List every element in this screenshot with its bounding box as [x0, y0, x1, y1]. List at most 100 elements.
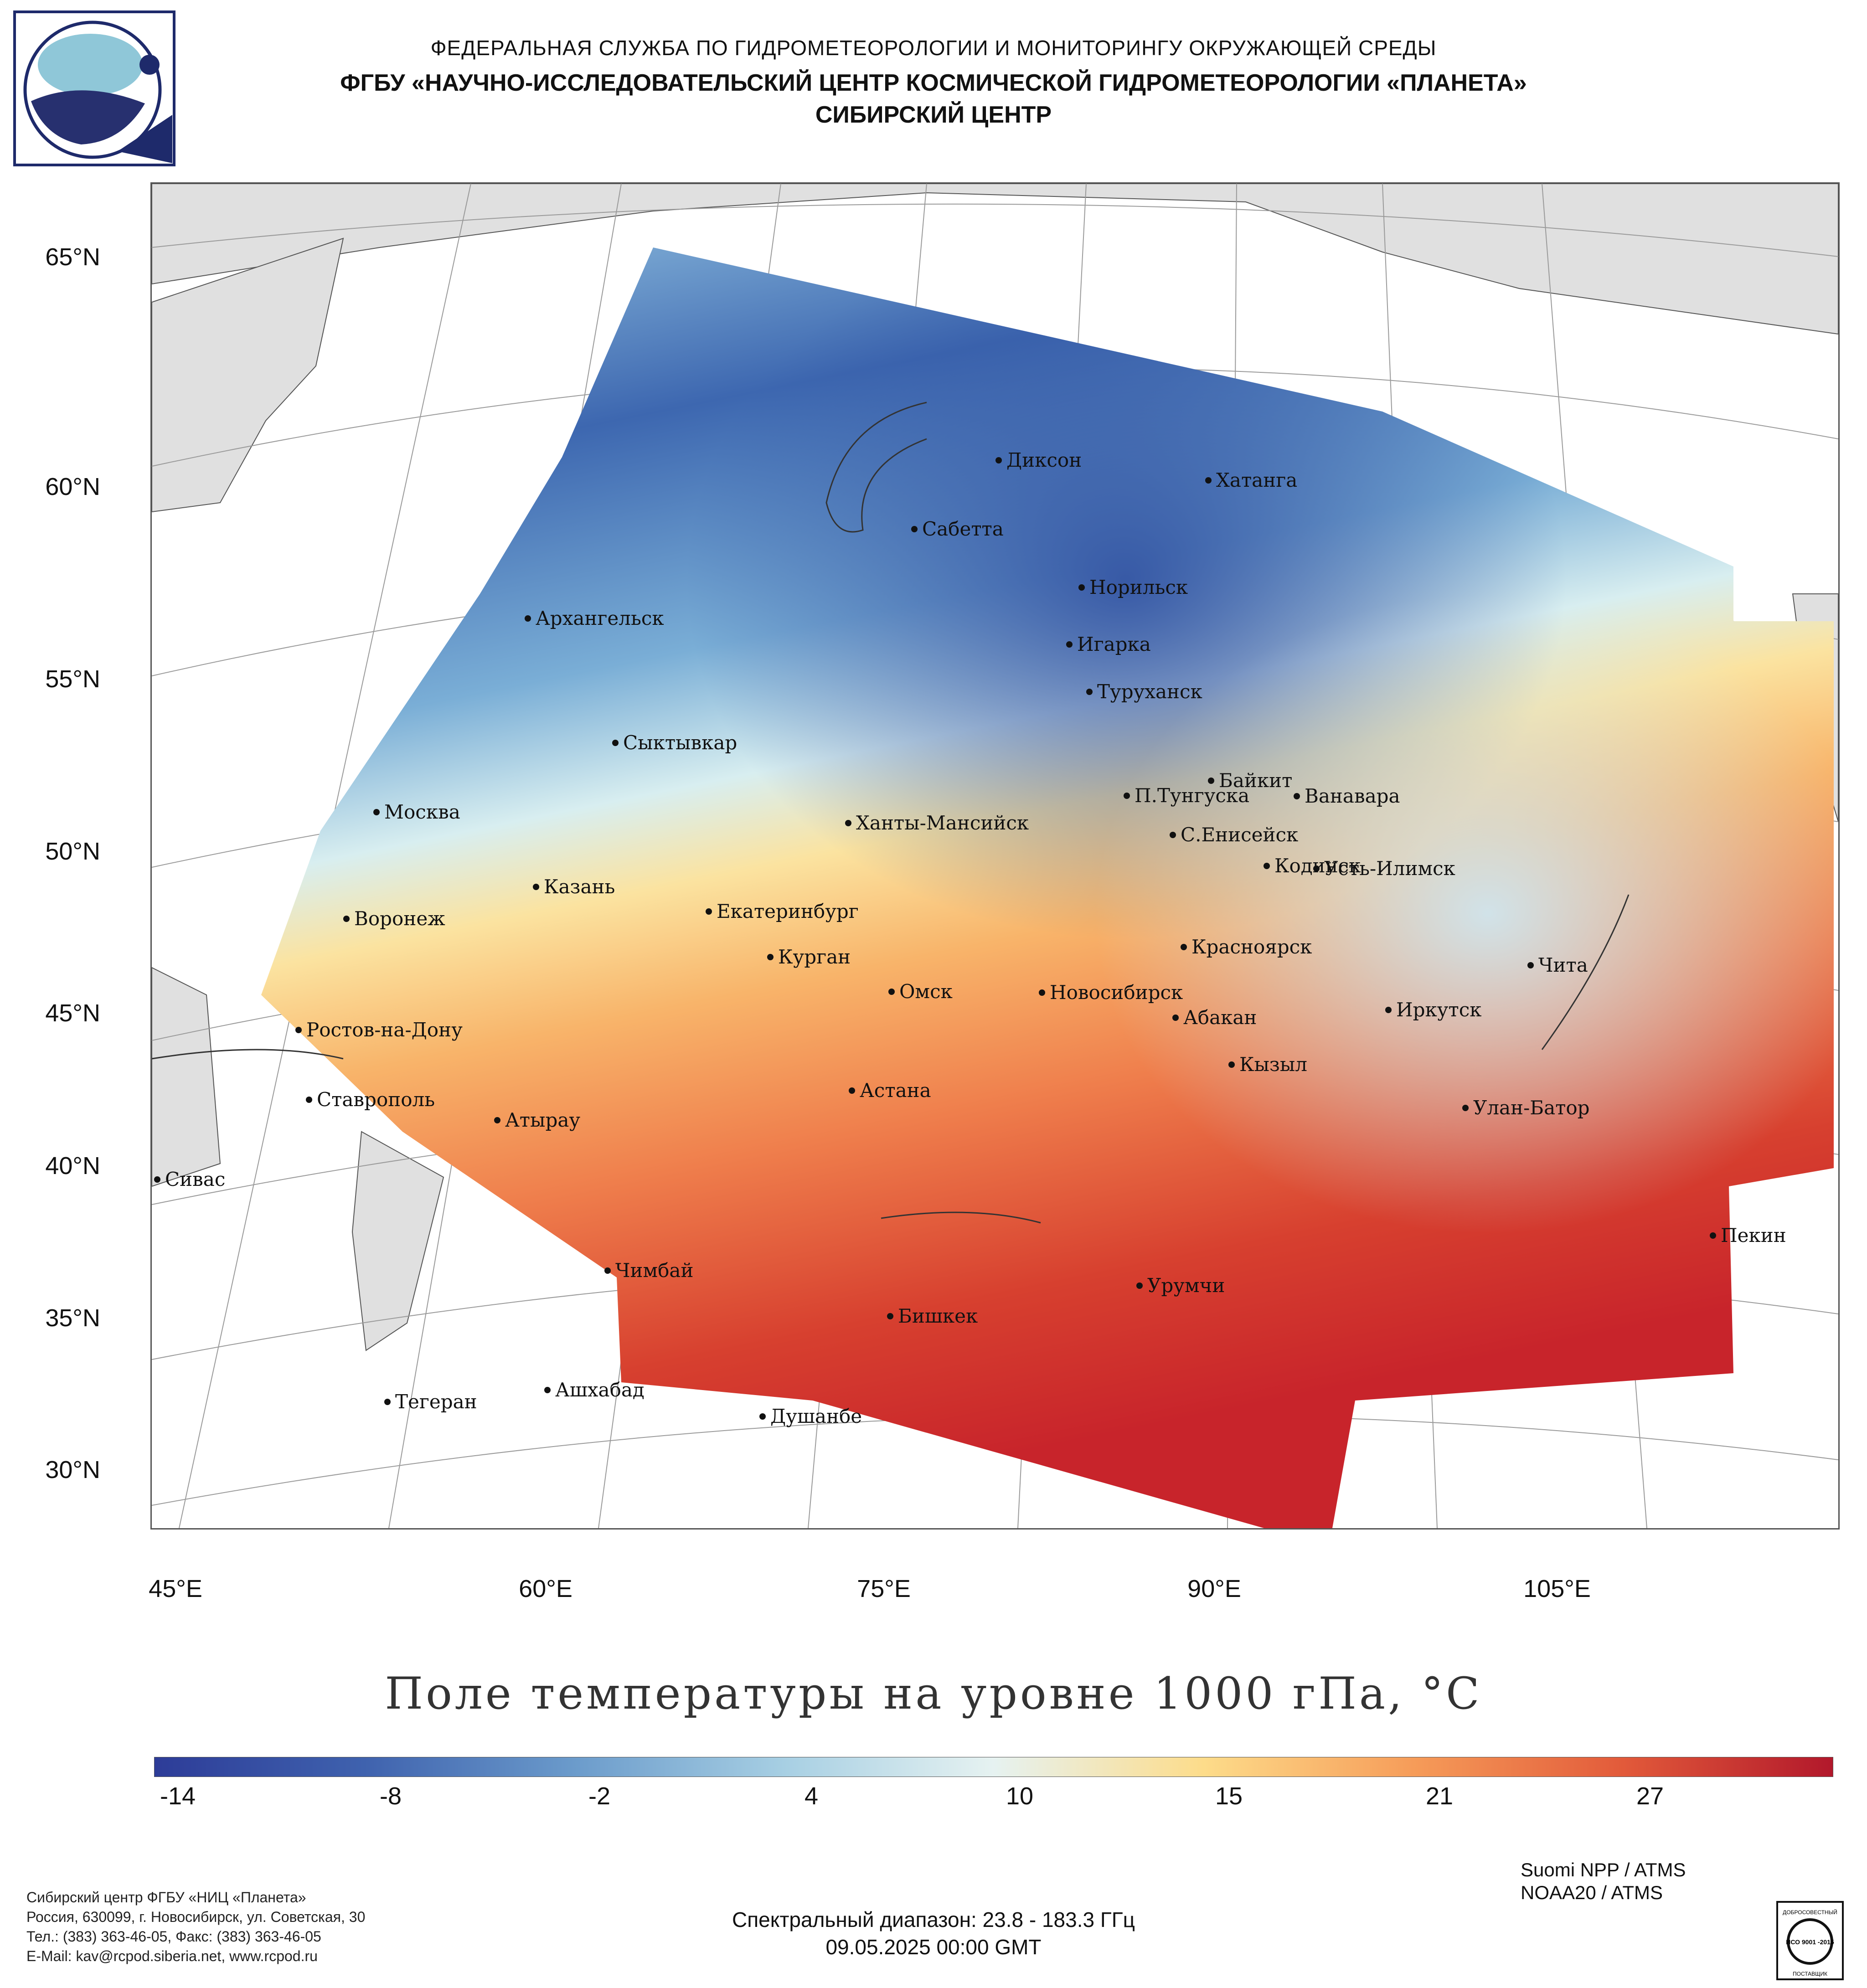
lat-label-45: 45°N — [45, 999, 100, 1027]
svg-text:Кодинск: Кодинск — [1274, 855, 1361, 877]
city-tehran: Тегеран — [384, 1391, 477, 1413]
svg-text:Чита: Чита — [1538, 954, 1588, 976]
city-rostov-na-donu: Ростов-на-Дону — [295, 1019, 463, 1041]
colorbar-tick: 27 — [1636, 1782, 1664, 1810]
city-syktyvkar: Сыктывкар — [612, 731, 737, 754]
caspian-west-land — [351, 1131, 444, 1351]
city-kyzyl: Кызыл — [1228, 1053, 1307, 1076]
city-markers: Диксон Хатанга Сабетта Норильск Архангел… — [154, 449, 1786, 1427]
city-s-yeniseysk: С.Енисейск — [1170, 824, 1298, 846]
svg-text:Казань: Казань — [544, 876, 615, 898]
city-abakan: Абакан — [1172, 1006, 1257, 1029]
city-irkutsk: Иркутск — [1385, 999, 1481, 1021]
contact-line: E-Mail: kav@rcpod.siberia.net, www.rcpod… — [26, 1948, 318, 1964]
svg-text:Сыктывкар: Сыктывкар — [623, 731, 737, 754]
timestamp: 09.05.2025 00:00 GMT — [825, 1935, 1042, 1959]
acquisition-info: Спектральный диапазон: 23.8 - 183.3 ГГц … — [0, 1906, 1867, 1961]
city-krasnoyarsk: Красноярск — [1181, 936, 1312, 958]
city-moscow: Москва — [373, 801, 460, 823]
city-dushanbe: Душанбе — [759, 1405, 862, 1427]
contact-line: Тел.: (383) 363-46-05, Факс: (383) 363-4… — [26, 1928, 321, 1945]
city-stavropol: Ставрополь — [306, 1088, 435, 1111]
lon-label-105: 105°E — [1523, 1575, 1591, 1602]
city-kodinsk: Кодинск — [1264, 855, 1361, 877]
city-p-tunguska: П.Тунгуска — [1124, 784, 1249, 807]
temperature-map: Диксон Хатанга Сабетта Норильск Архангел… — [150, 182, 1840, 1530]
city-chimbay: Чимбай — [604, 1259, 693, 1282]
svg-text:С.Енисейск: С.Енисейск — [1181, 824, 1298, 846]
svg-text:Атырау: Атырау — [505, 1109, 580, 1131]
city-igarka: Игарка — [1066, 633, 1151, 655]
svg-text:Усть-Илимск: Усть-Илимск — [1324, 857, 1455, 880]
svg-text:Омск: Омск — [899, 980, 953, 1003]
city-yekaterinburg: Екатеринбург — [706, 900, 859, 922]
city-kazan: Казань — [533, 876, 615, 898]
svg-text:Сивас: Сивас — [165, 1168, 225, 1190]
svg-text:Норильск: Норильск — [1089, 576, 1188, 598]
svg-text:Абакан: Абакан — [1183, 1006, 1257, 1029]
city-voronezh: Воронеж — [343, 907, 445, 930]
city-khanty-mansiysk: Ханты-Мансийск — [845, 812, 1029, 834]
svg-text:Бишкек: Бишкек — [898, 1305, 978, 1327]
agency-title: ФЕДЕРАЛЬНАЯ СЛУЖБА ПО ГИДРОМЕТЕОРОЛОГИИ … — [430, 36, 1437, 60]
svg-text:Воронеж: Воронеж — [354, 907, 445, 930]
colorbar-tick: -2 — [588, 1782, 610, 1810]
lat-label-30: 30°N — [45, 1456, 100, 1483]
lon-label-45: 45°E — [149, 1575, 202, 1602]
satellite-sources: Suomi NPP / ATMS NOAA20 / ATMS — [1521, 1859, 1686, 1904]
city-dikson: Диксон — [995, 449, 1082, 471]
city-novosibirsk: Новосибирск — [1039, 981, 1183, 1004]
svg-text:ДОБРОСОВЕСТНЫЙ: ДОБРОСОВЕСТНЫЙ — [1783, 1909, 1837, 1916]
city-baikit: Байкит — [1208, 769, 1292, 792]
caucasus-land — [152, 967, 221, 1187]
colorbar-tick: 4 — [804, 1782, 819, 1810]
product-title: Поле температуры на уровне 1000 гПа, °С — [385, 1668, 1482, 1719]
city-omsk: Омск — [888, 980, 953, 1003]
svg-text:Ванавара: Ванавара — [1305, 785, 1400, 807]
city-sivas: Сивас — [154, 1168, 225, 1190]
planeta-logo — [13, 10, 175, 166]
lat-label-35: 35°N — [45, 1304, 100, 1332]
lat-label-55: 55°N — [45, 665, 100, 693]
svg-text:Астана: Астана — [860, 1079, 931, 1102]
satellite-source: Suomi NPP / ATMS — [1521, 1859, 1686, 1880]
colorbar-tick: 15 — [1215, 1782, 1243, 1810]
svg-text:Москва: Москва — [384, 801, 460, 823]
contact-line: Сибирский центр ФГБУ «НИЦ «Планета» — [26, 1889, 306, 1906]
svg-text:Туруханск: Туруханск — [1097, 680, 1202, 703]
city-arkhangelsk: Архангельск — [525, 607, 664, 629]
city-chita: Чита — [1527, 954, 1588, 976]
iso-badge: ДОБРОСОВЕСТНЫЙ ИСО 9001 -2015 ПОСТАВЩИК — [1776, 1901, 1844, 1980]
scandinavia-land — [152, 237, 344, 513]
svg-text:Улан-Батор: Улан-Батор — [1473, 1097, 1590, 1119]
city-urumqi: Урумчи — [1136, 1274, 1225, 1297]
svg-text:ПОСТАВЩИК: ПОСТАВЩИК — [1793, 1971, 1827, 1977]
city-bishkek: Бишкек — [887, 1305, 978, 1327]
svg-text:Тегеран: Тегеран — [395, 1391, 477, 1413]
city-khatanga: Хатанга — [1205, 469, 1297, 491]
colorbar — [154, 1757, 1833, 1777]
svg-text:Ростов-на-Дону: Ростов-на-Дону — [306, 1019, 463, 1041]
svg-text:Курган: Курган — [778, 946, 851, 968]
svg-text:П.Тунгуска: П.Тунгуска — [1135, 784, 1249, 807]
svg-text:Игарка: Игарка — [1077, 633, 1151, 655]
svg-text:Байкит: Байкит — [1219, 769, 1292, 792]
city-beijing: Пекин — [1710, 1224, 1786, 1246]
lon-label-75: 75°E — [857, 1575, 911, 1602]
svg-text:Екатеринбург: Екатеринбург — [717, 900, 859, 922]
svg-text:Диксон: Диксон — [1006, 449, 1082, 471]
city-astana: Астана — [849, 1079, 931, 1102]
city-turukhansk: Туруханск — [1086, 680, 1202, 703]
lat-label-65: 65°N — [45, 243, 100, 271]
city-norilsk: Норильск — [1078, 576, 1188, 598]
svg-text:Кызыл: Кызыл — [1239, 1053, 1307, 1076]
svg-text:Иркутск: Иркутск — [1396, 999, 1481, 1021]
lon-label-60: 60°E — [519, 1575, 572, 1602]
colorbar-tick: -8 — [379, 1782, 402, 1810]
svg-text:Новосибирск: Новосибирск — [1050, 981, 1183, 1004]
city-sabetta: Сабетта — [911, 518, 1004, 540]
city-ulan-bator: Улан-Батор — [1462, 1097, 1590, 1119]
svg-text:Ставрополь: Ставрополь — [317, 1088, 435, 1111]
contact-info: Сибирский центр ФГБУ «НИЦ «Планета» Росс… — [26, 1888, 365, 1966]
contact-line: Россия, 630099, г. Новосибирск, ул. Сове… — [26, 1909, 366, 1925]
